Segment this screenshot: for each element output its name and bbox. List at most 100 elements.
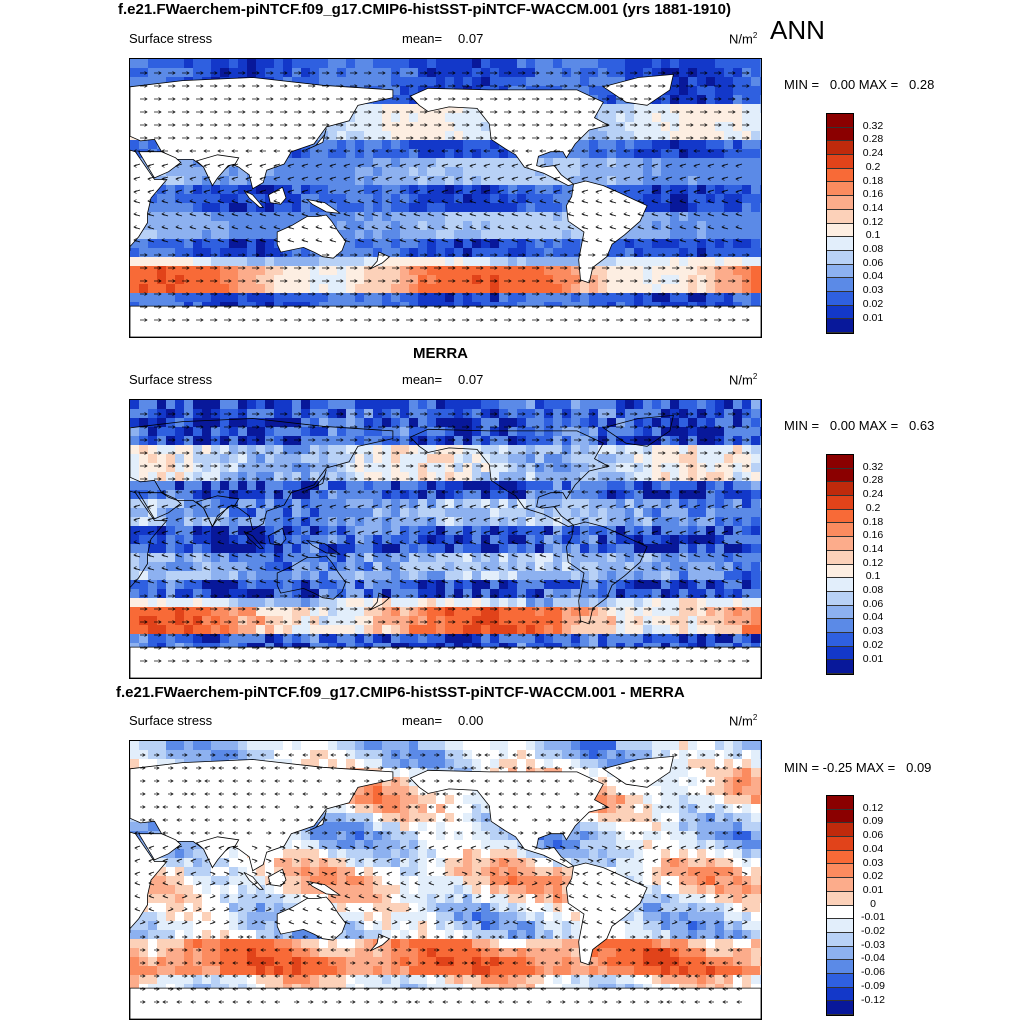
colorbar-swatch xyxy=(827,864,853,879)
colorbar-tick-label: 0.08 xyxy=(862,243,884,255)
colorbar-tick-label: 0.12 xyxy=(862,801,884,814)
land-japan xyxy=(305,810,327,833)
variable-label: Surface stress xyxy=(129,372,213,387)
land-eurasia xyxy=(130,418,394,531)
colorbar xyxy=(826,795,854,1017)
colorbar-tick-label: 0.01 xyxy=(862,652,884,665)
colorbar-swatch xyxy=(827,960,853,974)
colorbar-swatch xyxy=(827,141,853,156)
continents xyxy=(130,755,761,1019)
land-africa xyxy=(130,149,168,251)
colorbar-tick-label: 0.1 xyxy=(865,229,881,242)
colorbar-swatch xyxy=(827,850,853,865)
colorbar-tick-label: 0.2 xyxy=(865,160,881,173)
min-max-label: MIN = 0.00 MAX = 0.63 xyxy=(784,418,935,433)
colorbar-swatch xyxy=(827,809,853,824)
land-arabia xyxy=(138,492,182,520)
land-india xyxy=(195,836,240,869)
land-arabia xyxy=(138,833,182,861)
colorbar-tick-label: -0.01 xyxy=(861,911,885,924)
colorbar-swatch xyxy=(827,578,853,592)
colorbar-tick-label: 0.08 xyxy=(862,584,884,596)
colorbar-swatch xyxy=(827,237,853,251)
wind-vectors xyxy=(133,71,750,322)
colorbar-swatch xyxy=(827,209,853,224)
colorbar-swatch xyxy=(827,619,853,633)
colorbar-tick-label: 0.04 xyxy=(862,842,884,855)
colorbar-swatch xyxy=(827,168,853,183)
colorbar-tick-label: 0.14 xyxy=(862,542,884,555)
colorbar-swatch xyxy=(827,932,853,947)
panel-title: f.e21.FWaerchem-piNTCF.f09_g17.CMIP6-his… xyxy=(116,684,685,701)
mean-value: 0.07 xyxy=(458,372,484,387)
land-australia xyxy=(276,896,347,941)
land-indonesia2 xyxy=(268,186,287,205)
colorbar-swatch xyxy=(827,919,853,933)
colorbar-swatch xyxy=(827,223,853,238)
colorbar-swatch xyxy=(827,632,853,647)
colorbar-tick-label: 0.18 xyxy=(862,515,884,528)
colorbar-swatch xyxy=(827,973,853,988)
colorbar-tick-label: 0 xyxy=(870,897,876,910)
colorbar-swatch xyxy=(827,278,853,292)
land-indonesia1 xyxy=(243,871,265,890)
colorbar-tick-label: 0.01 xyxy=(862,311,884,324)
colorbar-swatch xyxy=(827,946,853,961)
land-samerica xyxy=(565,521,648,625)
land-antarctic xyxy=(130,646,761,678)
land-indonesia2 xyxy=(268,527,287,546)
continents xyxy=(130,414,761,678)
colorbar-tick-label: 0.04 xyxy=(862,611,884,624)
land-nz xyxy=(369,592,391,611)
land-antarctic xyxy=(130,305,761,337)
season-label: ANN xyxy=(770,15,825,45)
land-greenland xyxy=(602,755,674,788)
colorbar-tick-label: 0.02 xyxy=(862,870,884,883)
land-australia xyxy=(276,555,347,600)
colorbar-swatch xyxy=(827,496,853,510)
land-newguinea xyxy=(305,198,341,214)
colorbar-tick-label: 0.06 xyxy=(862,829,884,842)
variable-label: Surface stress xyxy=(129,31,213,46)
colorbar-tick-label: -0.12 xyxy=(861,993,885,1006)
colorbar-swatch xyxy=(827,319,853,333)
colorbar-swatch xyxy=(827,564,853,579)
colorbar-swatch xyxy=(827,455,853,469)
land-indonesia1 xyxy=(243,189,265,208)
colorbar-tick-label: 0.06 xyxy=(862,256,884,269)
land-india xyxy=(195,495,240,528)
colorbar-swatch xyxy=(827,537,853,551)
land-nz xyxy=(369,251,391,270)
colorbar-tick-label: -0.04 xyxy=(861,952,885,965)
colorbar-swatch xyxy=(827,891,853,906)
colorbar-swatch xyxy=(827,291,853,306)
colorbar-swatch xyxy=(827,905,853,920)
land-australia xyxy=(276,214,347,259)
land-antarctic xyxy=(130,987,761,1019)
colorbar-swatch xyxy=(827,550,853,565)
colorbar-swatch xyxy=(827,796,853,810)
colorbar-tick-label: -0.09 xyxy=(861,979,885,992)
colorbar-swatch xyxy=(827,646,853,661)
colorbar-swatch xyxy=(827,591,853,606)
colorbar-swatch xyxy=(827,509,853,524)
map-difference xyxy=(129,740,762,1020)
colorbar-swatch xyxy=(827,468,853,483)
colorbar-swatch xyxy=(827,114,853,128)
map-model xyxy=(129,58,762,338)
colorbar-tick-label: 0.03 xyxy=(862,856,884,869)
colorbar-tick-label: 0.03 xyxy=(862,284,884,297)
colorbar-tick-label: 0.12 xyxy=(862,215,884,228)
mean-value: 0.00 xyxy=(458,713,484,728)
variable-label: Surface stress xyxy=(129,713,213,728)
colorbar-tick-label: -0.06 xyxy=(861,966,885,979)
colorbar-tick-label: 0.02 xyxy=(862,638,884,651)
land-nz xyxy=(369,933,391,952)
colorbar-swatch xyxy=(827,1001,853,1015)
mean-label: mean= xyxy=(402,372,443,387)
colorbar-tick-label: 0.12 xyxy=(862,556,884,569)
colorbar-tick-label: 0.24 xyxy=(862,147,884,160)
land-arabia xyxy=(138,151,182,179)
colorbar-tick-label: 0.16 xyxy=(862,529,884,542)
colorbar-swatch xyxy=(827,182,853,197)
